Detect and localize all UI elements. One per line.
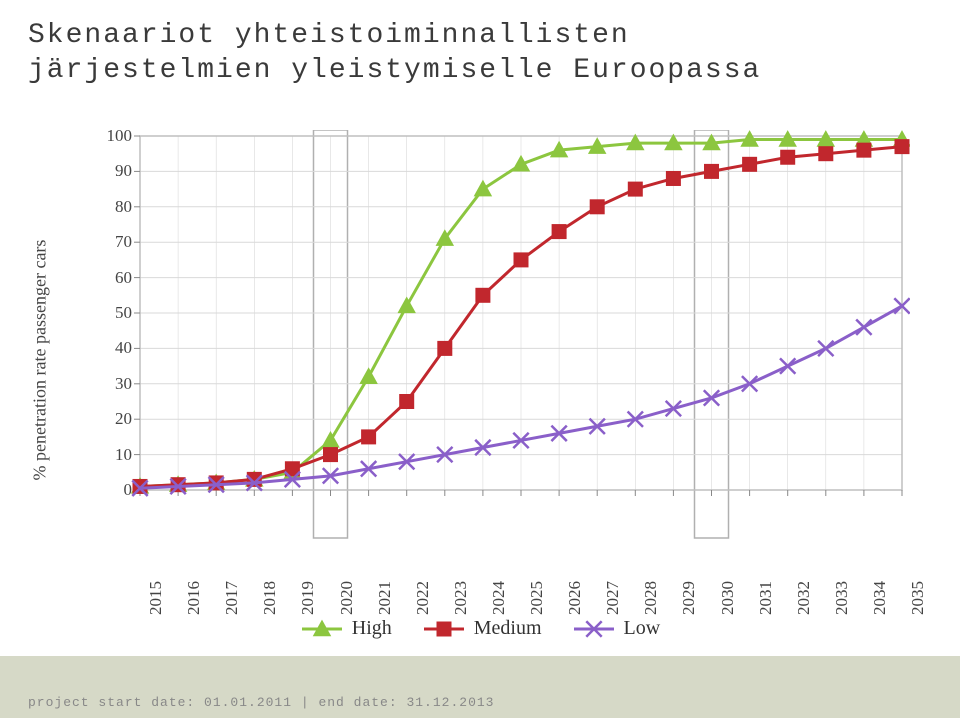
x-tick-label: 2035 bbox=[908, 581, 928, 615]
line-chart bbox=[50, 130, 910, 590]
y-tick-label: 10 bbox=[92, 445, 132, 465]
x-tick-label: 2015 bbox=[146, 581, 166, 615]
x-tick-label: 2034 bbox=[870, 581, 890, 615]
x-tick-label: 2029 bbox=[679, 581, 699, 615]
y-tick-label: 20 bbox=[92, 409, 132, 429]
y-tick-label: 40 bbox=[92, 338, 132, 358]
x-tick-label: 2032 bbox=[794, 581, 814, 615]
y-tick-label: 90 bbox=[92, 161, 132, 181]
legend: High Medium Low bbox=[50, 617, 910, 640]
x-tick-label: 2019 bbox=[298, 581, 318, 615]
title-line-2: järjestelmien yleistymiselle Euroopassa bbox=[28, 55, 761, 86]
y-tick-label: 70 bbox=[92, 232, 132, 252]
legend-marker-medium bbox=[422, 619, 466, 639]
x-tick-label: 2031 bbox=[756, 581, 776, 615]
y-tick-label: 60 bbox=[92, 268, 132, 288]
legend-label-high: High bbox=[352, 617, 392, 640]
y-tick-label: 50 bbox=[92, 303, 132, 323]
y-axis-label: % penetration rate passenger cars bbox=[30, 240, 51, 481]
legend-item-medium: Medium bbox=[422, 617, 542, 640]
x-tick-label: 2022 bbox=[413, 581, 433, 615]
legend-item-low: Low bbox=[572, 617, 661, 640]
x-tick-label: 2026 bbox=[565, 581, 585, 615]
y-tick-label: 0 bbox=[92, 480, 132, 500]
x-tick-label: 2033 bbox=[832, 581, 852, 615]
y-tick-label: 80 bbox=[92, 197, 132, 217]
x-tick-label: 2018 bbox=[260, 581, 280, 615]
legend-label-low: Low bbox=[624, 617, 661, 640]
x-tick-label: 2025 bbox=[527, 581, 547, 615]
legend-label-medium: Medium bbox=[474, 617, 542, 640]
legend-marker-low bbox=[572, 619, 616, 639]
x-tick-label: 2023 bbox=[451, 581, 471, 615]
chart-container: % penetration rate passenger cars 010203… bbox=[50, 130, 910, 590]
footer-text: project start date: 01.01.2011 | end dat… bbox=[28, 695, 494, 710]
x-tick-label: 2021 bbox=[375, 581, 395, 615]
legend-item-high: High bbox=[300, 617, 392, 640]
x-tick-label: 2030 bbox=[718, 581, 738, 615]
y-tick-label: 100 bbox=[92, 126, 132, 146]
title-line-1: Skenaariot yhteistoiminnallisten bbox=[28, 20, 630, 51]
legend-marker-high bbox=[300, 619, 344, 639]
x-tick-label: 2024 bbox=[489, 581, 509, 615]
x-tick-label: 2016 bbox=[184, 581, 204, 615]
y-tick-label: 30 bbox=[92, 374, 132, 394]
x-tick-label: 2020 bbox=[337, 581, 357, 615]
x-tick-label: 2027 bbox=[603, 581, 623, 615]
page-title: Skenaariot yhteistoiminnallisten järjest… bbox=[28, 18, 761, 88]
x-tick-label: 2017 bbox=[222, 581, 242, 615]
x-tick-label: 2028 bbox=[641, 581, 661, 615]
